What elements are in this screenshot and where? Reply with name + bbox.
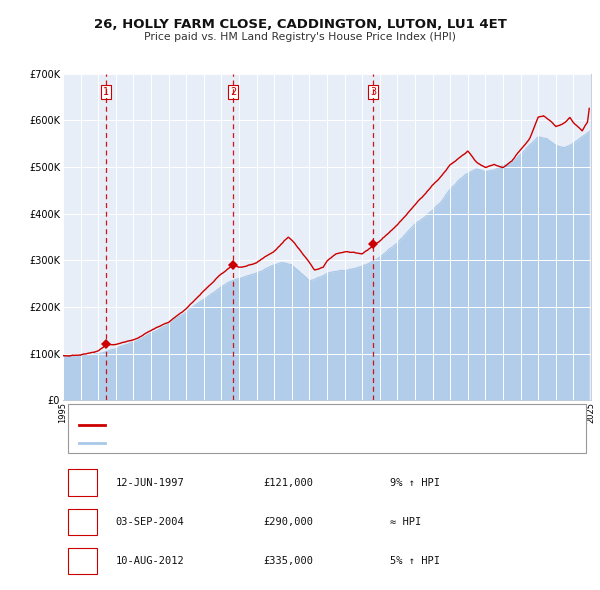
Text: £121,000: £121,000 [263,477,314,487]
Text: HPI: Average price, detached house, Central Bedfordshire: HPI: Average price, detached house, Cent… [110,439,371,448]
Text: 26, HOLLY FARM CLOSE, CADDINGTON, LUTON, LU1 4ET (detached house): 26, HOLLY FARM CLOSE, CADDINGTON, LUTON,… [110,420,442,429]
Text: 3: 3 [79,556,86,566]
Bar [68,404,586,453]
Text: ≈ HPI: ≈ HPI [391,517,422,527]
Text: 3: 3 [370,87,376,97]
Text: 2: 2 [79,517,86,527]
Text: 1: 1 [79,477,86,487]
Text: £290,000: £290,000 [263,517,314,527]
Text: 12-JUN-1997: 12-JUN-1997 [116,477,185,487]
Text: 5% ↑ HPI: 5% ↑ HPI [391,556,440,566]
Bar [68,470,97,496]
Text: 10-AUG-2012: 10-AUG-2012 [116,556,185,566]
Text: 2: 2 [230,87,236,97]
Text: Price paid vs. HM Land Registry's House Price Index (HPI): Price paid vs. HM Land Registry's House … [144,32,456,42]
Text: 26, HOLLY FARM CLOSE, CADDINGTON, LUTON, LU1 4ET: 26, HOLLY FARM CLOSE, CADDINGTON, LUTON,… [94,18,506,31]
Bar [68,509,97,535]
Text: 1: 1 [103,87,109,97]
Text: 9% ↑ HPI: 9% ↑ HPI [391,477,440,487]
Bar [68,548,97,574]
Text: 03-SEP-2004: 03-SEP-2004 [116,517,185,527]
Text: £335,000: £335,000 [263,556,314,566]
